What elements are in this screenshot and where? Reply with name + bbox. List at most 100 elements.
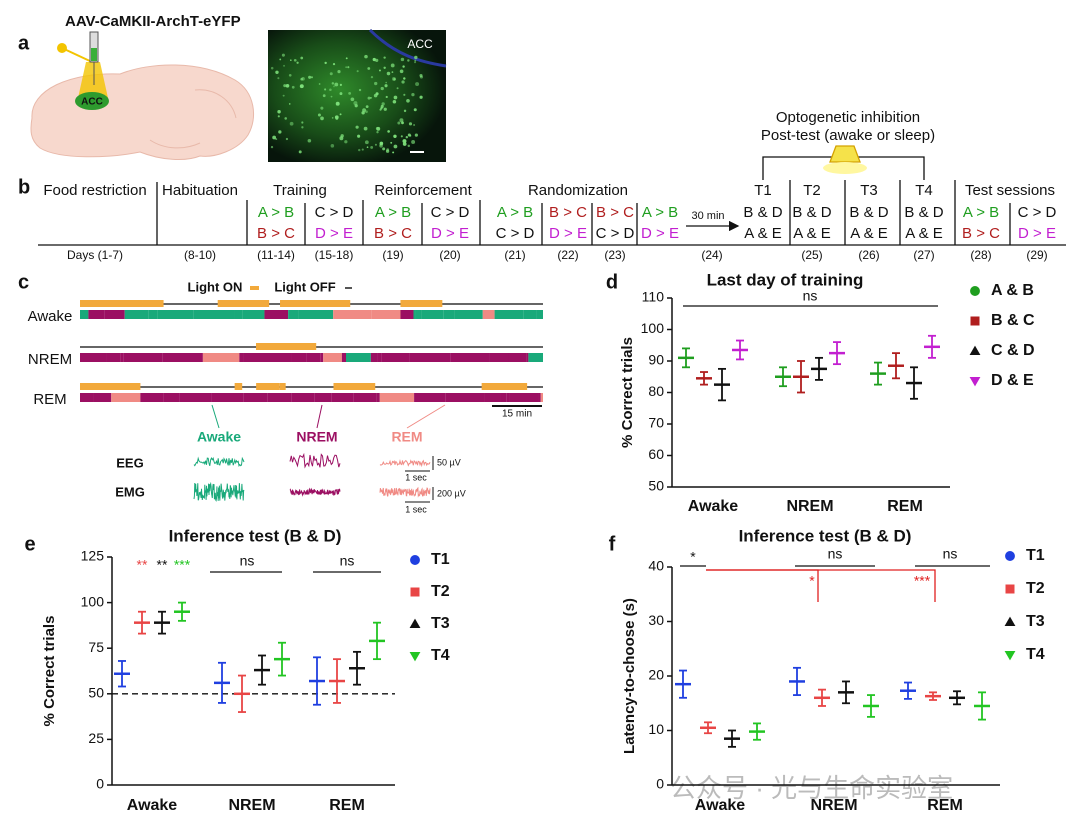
cell-dot bbox=[331, 82, 335, 85]
state bbox=[489, 353, 509, 362]
significance-label: ns bbox=[340, 553, 355, 569]
cell-dot bbox=[402, 65, 405, 68]
cell-dot bbox=[383, 56, 386, 59]
cell-dot bbox=[375, 126, 379, 130]
y-tick-label: 25 bbox=[88, 730, 104, 746]
significance-label: ns bbox=[943, 546, 958, 562]
cell-dot bbox=[291, 85, 295, 89]
row-label: REM bbox=[33, 391, 66, 408]
cell-dot bbox=[375, 92, 379, 96]
pair-label: C > D bbox=[496, 225, 535, 242]
separators bbox=[156, 180, 1011, 245]
x-tick-label: Awake bbox=[688, 498, 739, 515]
cell-dot bbox=[357, 134, 361, 138]
state bbox=[80, 353, 107, 362]
signal-label: EEG bbox=[116, 455, 143, 470]
cell-dot bbox=[379, 69, 381, 72]
state bbox=[193, 310, 235, 319]
cell-dot bbox=[339, 113, 342, 116]
significance-label: ** bbox=[137, 557, 148, 573]
virus-label: AAV-CaMKII-ArchT-eYFP bbox=[65, 13, 241, 30]
state bbox=[450, 353, 460, 362]
state bbox=[331, 393, 354, 402]
state bbox=[484, 393, 501, 402]
panel-letter: f bbox=[609, 533, 616, 555]
cell-dot bbox=[355, 125, 359, 129]
state bbox=[234, 310, 243, 319]
state bbox=[333, 310, 372, 319]
cell-dot bbox=[397, 121, 401, 125]
cell-dot bbox=[393, 95, 398, 100]
fiber bbox=[61, 47, 93, 63]
lamp bbox=[829, 145, 861, 163]
cell-dot bbox=[372, 57, 376, 62]
legend-label: T4 bbox=[1026, 646, 1045, 663]
cell-dot bbox=[275, 70, 279, 74]
state bbox=[376, 393, 380, 402]
state bbox=[443, 310, 455, 319]
cell-dot bbox=[401, 80, 405, 84]
pair-label: A > B bbox=[963, 204, 999, 221]
cell-dot bbox=[361, 148, 364, 151]
state bbox=[371, 310, 401, 319]
cell-dot bbox=[300, 77, 304, 81]
pair-label: B > C bbox=[374, 225, 412, 242]
x-tick-label: Awake bbox=[127, 797, 178, 814]
pair-label: A & E bbox=[744, 225, 782, 242]
cell-dot bbox=[290, 59, 292, 62]
legend-label: T3 bbox=[1026, 613, 1045, 630]
cell-dot bbox=[419, 73, 423, 78]
legend-label: B & C bbox=[991, 312, 1035, 329]
cell-dot bbox=[365, 105, 369, 109]
cell-dot bbox=[407, 144, 411, 148]
light-on bbox=[328, 300, 351, 307]
cell-dot bbox=[366, 146, 369, 149]
cell-dot bbox=[399, 118, 404, 123]
x-tick-label: REM bbox=[887, 498, 923, 515]
panel-b-art bbox=[38, 145, 1066, 246]
cell-dots bbox=[270, 53, 423, 154]
cell-dot bbox=[380, 104, 384, 109]
cell-dot bbox=[358, 88, 362, 92]
cell-dot bbox=[293, 58, 297, 62]
state bbox=[243, 393, 268, 402]
state-arrow bbox=[406, 404, 446, 429]
day-label: (27) bbox=[913, 248, 934, 262]
legend-label: T4 bbox=[431, 647, 450, 664]
x-tick-label: REM bbox=[927, 797, 963, 814]
cell-dot bbox=[322, 94, 326, 98]
panel-letter: c bbox=[18, 271, 29, 293]
cell-dot bbox=[270, 145, 274, 149]
significance-label: ns bbox=[803, 288, 818, 304]
cell-dot bbox=[393, 134, 397, 139]
legend-label: T2 bbox=[1026, 580, 1045, 597]
cell-dot bbox=[344, 140, 348, 144]
state bbox=[509, 393, 539, 402]
cell-dot bbox=[414, 59, 417, 62]
state bbox=[93, 393, 112, 402]
cell-dot bbox=[385, 95, 388, 99]
header-line: Optogenetic inhibition bbox=[776, 109, 920, 126]
state bbox=[291, 393, 315, 402]
cell-dot bbox=[379, 143, 383, 148]
state bbox=[273, 353, 292, 362]
cell-dot bbox=[350, 97, 355, 102]
cell-dot bbox=[419, 95, 423, 99]
state bbox=[540, 393, 543, 402]
day-label: (29) bbox=[1026, 248, 1047, 262]
state bbox=[482, 310, 495, 319]
significance-label: *** bbox=[914, 573, 931, 589]
pair-label: A > B bbox=[375, 204, 411, 221]
signal-label: EMG bbox=[115, 484, 145, 499]
state bbox=[106, 353, 121, 362]
state bbox=[459, 353, 490, 362]
chart-title: Last day of training bbox=[707, 270, 864, 289]
state bbox=[538, 393, 541, 402]
pair-label: D > E bbox=[641, 225, 679, 242]
panel-a-art bbox=[30, 28, 447, 162]
legend-marker bbox=[1005, 584, 1015, 594]
phase-label: Test sessions bbox=[965, 182, 1055, 199]
significance-label: ns bbox=[828, 546, 843, 562]
state bbox=[445, 393, 485, 402]
scale-label: 50 µV bbox=[437, 457, 461, 467]
